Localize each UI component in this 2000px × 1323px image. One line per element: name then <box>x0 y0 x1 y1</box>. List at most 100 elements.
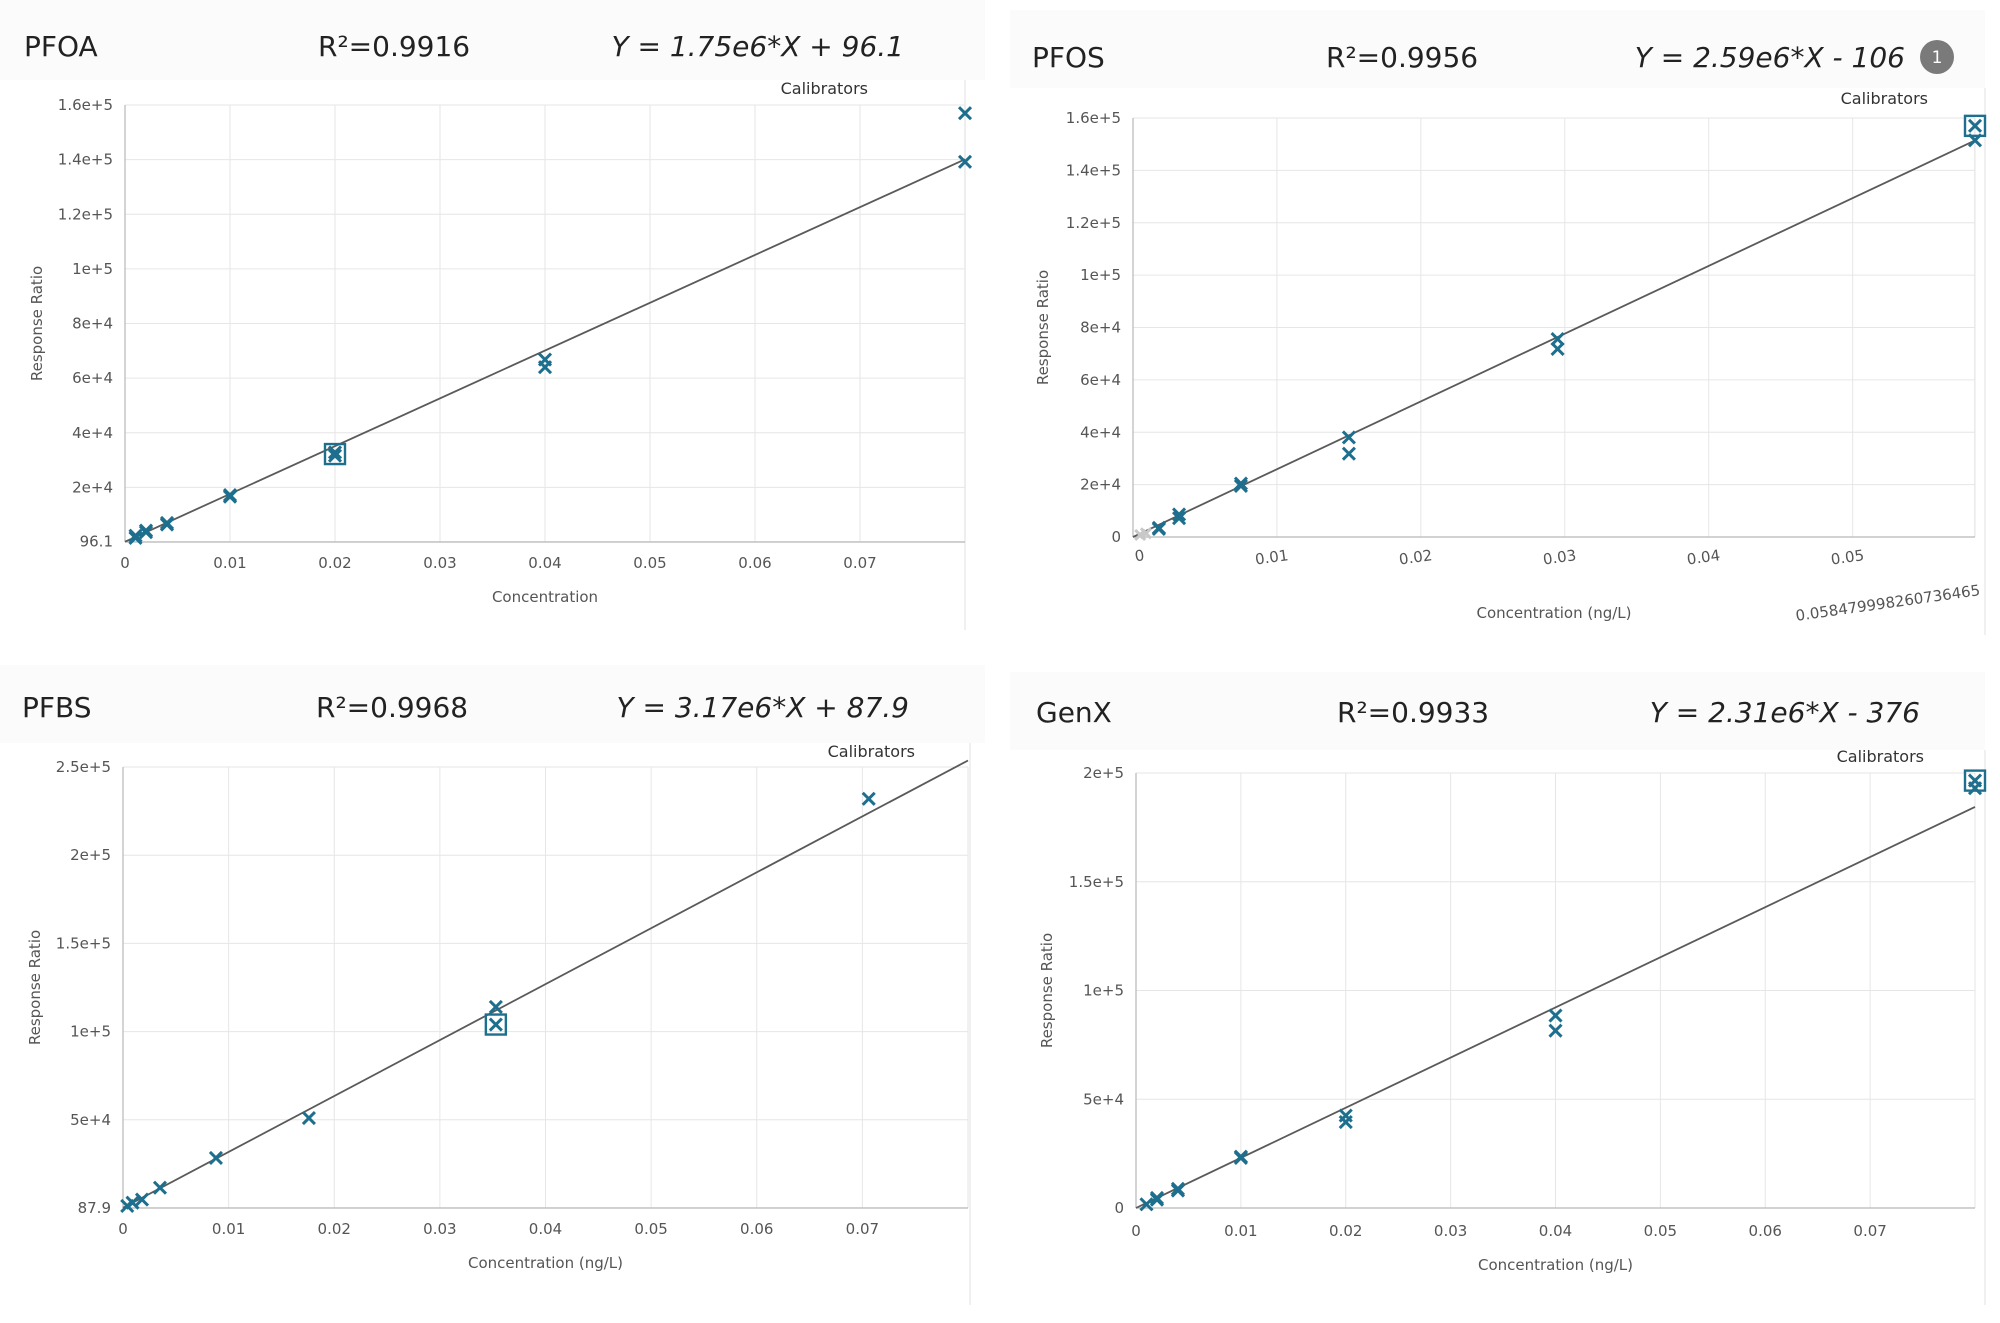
chart-panel-pfoa: PFOA R²=0.9916 Y = 1.75e6*X + 96.1 Calibrat… <box>0 0 985 630</box>
y-tick-label: 1e+5 <box>72 260 113 278</box>
calibrator-point[interactable] <box>537 352 553 367</box>
calibrator-point[interactable] <box>1967 118 1983 133</box>
y-tick-label: 1e+5 <box>70 1023 111 1041</box>
y-tick-label: 6e+4 <box>1080 371 1121 389</box>
y-tick-label: 5e+4 <box>70 1111 111 1129</box>
calibrator-point[interactable] <box>125 1195 140 1210</box>
y-tick-label: 1.2e+5 <box>1066 214 1121 232</box>
x-tick-label: 0 <box>120 554 130 572</box>
calibrator-point[interactable] <box>301 1110 316 1126</box>
y-tick-label: 1.5e+5 <box>1069 873 1124 891</box>
x-tick-label: 0 <box>118 1220 128 1238</box>
compound-name: PFBS <box>22 691 91 724</box>
legend-calibrators[interactable]: Calibrators <box>781 79 868 98</box>
calibrator-point[interactable] <box>1171 507 1187 522</box>
compound-name: GenX <box>1036 696 1112 729</box>
calibrator-point[interactable] <box>1233 478 1249 493</box>
calibrator-point[interactable] <box>1341 446 1356 461</box>
calibrator-point[interactable] <box>957 106 973 121</box>
x-tick-label: 0.06 <box>738 554 771 572</box>
x-tick-label: 0.03 <box>1434 1222 1467 1240</box>
calibrator-point[interactable] <box>128 528 143 543</box>
y-axis-label: Response Ratio <box>28 266 46 381</box>
calibrator-point[interactable] <box>488 999 503 1014</box>
selected-point-box[interactable] <box>484 1013 508 1036</box>
calibrator-point[interactable] <box>208 1150 224 1165</box>
x-tick-label: 0.02 <box>318 1220 351 1238</box>
chart-panel-pfos: PFOS R²=0.9956 Y = 2.59e6*X - 106 1 Calibrat… <box>1010 10 1987 635</box>
x-tick-label: 0.06 <box>740 1220 773 1238</box>
calibrator-point[interactable] <box>861 791 876 806</box>
calibrator-point[interactable] <box>1171 511 1187 526</box>
x-tick-label: 0.05 <box>634 1220 667 1238</box>
y-axis-label: Response Ratio <box>26 930 44 1045</box>
calibrator-point[interactable] <box>1233 1149 1248 1164</box>
y-tick-label: 8e+4 <box>72 315 113 333</box>
calibrator-point[interactable] <box>222 487 238 503</box>
calibrator-point[interactable] <box>1139 1197 1154 1212</box>
legend-calibrators[interactable]: Calibrators <box>1837 747 1924 766</box>
x-tick-label: 0.01 <box>1224 1222 1257 1240</box>
x-tick-label: 0.04 <box>1686 546 1722 568</box>
y-tick-label: 87.9 <box>78 1199 111 1217</box>
y-tick-label: 1e+5 <box>1083 982 1124 1000</box>
x-tick-label: 0.07 <box>1853 1222 1886 1240</box>
y-tick-label: 1.6e+5 <box>1066 109 1121 127</box>
compound-name: PFOS <box>1032 41 1105 74</box>
calibrator-point[interactable] <box>1149 1190 1165 1206</box>
x-tick-label: 0.02 <box>1329 1222 1362 1240</box>
y-tick-label: 1.5e+5 <box>56 934 111 952</box>
badge-count: 1 <box>1932 48 1943 68</box>
calibrator-point[interactable] <box>327 445 343 460</box>
excluded-point[interactable] <box>1139 527 1153 540</box>
x-tick-label: 0.02 <box>1398 546 1434 568</box>
calibrator-point[interactable] <box>1550 331 1565 347</box>
y-tick-label: 8e+4 <box>1080 319 1121 337</box>
chart-header-bar <box>1010 10 1985 88</box>
regression-line <box>1135 806 1976 1209</box>
r-squared-value: R²=0.9968 <box>316 691 468 724</box>
x-tick-label: 0.01 <box>212 1220 245 1238</box>
y-tick-label: 2e+4 <box>72 478 113 496</box>
selected-point-box[interactable] <box>1963 769 1987 792</box>
y-tick-label: 1.2e+5 <box>58 205 113 223</box>
notification-badge[interactable]: 1 <box>1920 40 1954 74</box>
chart-panel-genx: GenX R²=0.9933 Y = 2.31e6*X - 376 Calibrato… <box>1010 672 1987 1305</box>
compound-name: PFOA <box>24 30 98 63</box>
regression-equation: Y = 2.31e6*X - 376 <box>1650 696 1920 729</box>
x-axis-label: Concentration <box>492 588 598 606</box>
calibrator-point[interactable] <box>1170 1181 1186 1196</box>
calibrator-point[interactable] <box>1151 520 1166 535</box>
regression-line <box>122 759 969 1209</box>
calibrator-point[interactable] <box>1233 476 1249 491</box>
calibrator-point[interactable] <box>957 154 973 169</box>
x-tick-label: 0.04 <box>528 554 561 572</box>
legend-calibrators[interactable]: Calibrators <box>828 742 915 761</box>
y-tick-label: 2e+5 <box>1083 764 1124 782</box>
calibrator-point[interactable] <box>128 530 143 545</box>
y-tick-label: 2e+5 <box>70 846 111 864</box>
calibrator-point[interactable] <box>1967 773 1983 788</box>
calibrator-point[interactable] <box>327 448 343 463</box>
chart-header-bar <box>0 0 985 80</box>
calibrator-point[interactable] <box>1338 1108 1353 1123</box>
r-squared-value: R²=0.9933 <box>1337 696 1489 729</box>
calibrator-point[interactable] <box>1548 1023 1563 1038</box>
calibrator-point[interactable] <box>152 1180 168 1195</box>
calibrator-point[interactable] <box>159 515 175 530</box>
chart-header-bar <box>0 665 985 743</box>
selected-point-box[interactable] <box>1963 114 1987 138</box>
x-axis-label: Concentration (ng/L) <box>468 1254 623 1272</box>
chart-header-bar <box>1010 672 1985 750</box>
calibrator-point[interactable] <box>134 1192 150 1207</box>
y-tick-label: 4e+4 <box>72 424 113 442</box>
legend-calibrators[interactable]: Calibrators <box>1841 89 1928 108</box>
selected-point-box[interactable] <box>323 442 347 466</box>
r-squared-value: R²=0.9956 <box>1326 41 1478 74</box>
calibrator-point[interactable] <box>138 523 154 538</box>
calibrator-point[interactable] <box>1341 430 1356 445</box>
grid-lines <box>124 104 966 543</box>
x-tick-label: 0.07 <box>843 554 876 572</box>
calibrator-point[interactable] <box>1548 1008 1563 1023</box>
calibrator-point[interactable] <box>488 1017 503 1032</box>
